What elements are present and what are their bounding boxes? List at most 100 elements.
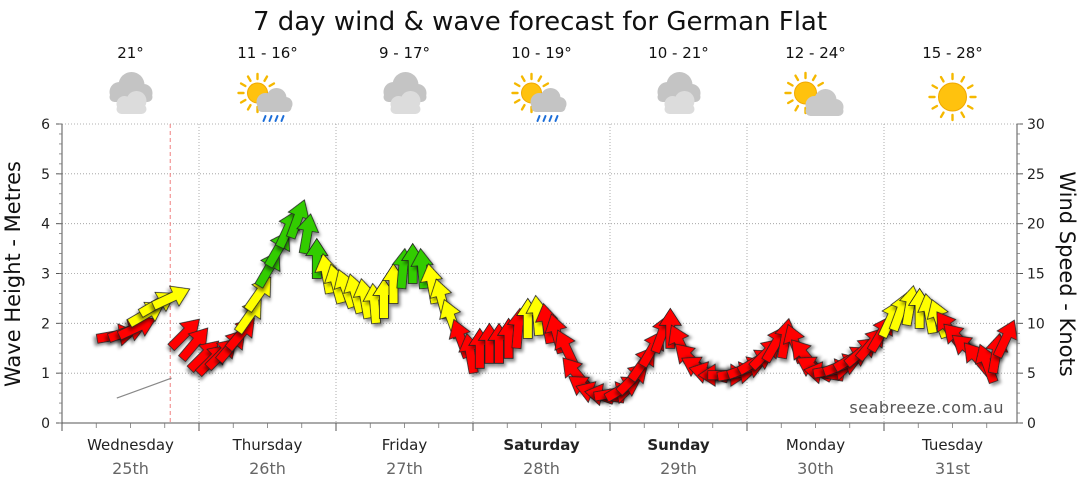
date-label: 29th	[660, 459, 697, 478]
right-axis-ticks: 0 5 10 15 20 25 30	[1017, 117, 1045, 432]
sun-ray	[966, 84, 974, 90]
sun-ray	[239, 98, 247, 104]
wave-series	[116, 377, 172, 399]
right-tick-label: 30	[1027, 117, 1045, 133]
sun-ray	[542, 82, 550, 88]
sun-ray	[794, 74, 800, 82]
wind-series	[95, 199, 1018, 407]
rain-drop	[548, 115, 553, 122]
cloud-shape	[530, 88, 567, 112]
day-label: Tuesday	[921, 436, 983, 454]
right-axis-title: Wind Speed - Knots	[1055, 171, 1079, 376]
date-label: 25th	[112, 459, 149, 478]
right-tick-label: 5	[1027, 366, 1036, 382]
sun-ray	[268, 82, 276, 88]
day-label: Saturday	[503, 436, 580, 454]
day-label: Monday	[786, 436, 845, 454]
wind-arrow	[151, 285, 191, 311]
partly-sunny-icon	[784, 71, 844, 116]
temperature-label: 12 - 24°	[785, 44, 846, 62]
wind-arrow	[658, 307, 683, 349]
temperature-label: 10 - 19°	[511, 44, 572, 62]
cloud-shape-front	[664, 91, 695, 114]
cloud-shape-front	[390, 91, 421, 114]
wind-arrow-shape	[151, 285, 191, 311]
sun-ray	[931, 84, 939, 90]
sun-ray	[520, 75, 526, 83]
rain-drop	[536, 115, 541, 122]
wind-arrow-shape	[296, 213, 320, 255]
right-tick-label: 20	[1027, 217, 1045, 233]
temperature-label: 11 - 16°	[237, 44, 298, 62]
wind-arrow-shape	[658, 307, 683, 349]
sun-ray	[786, 99, 794, 105]
rain-drop	[274, 115, 279, 122]
sun-ray	[817, 81, 825, 87]
cloud-base	[257, 103, 292, 112]
cloud-base	[531, 103, 566, 112]
rain-drop	[280, 115, 285, 122]
sun-ray	[263, 75, 269, 83]
date-label: 28th	[523, 459, 560, 478]
day-label: Thursday	[232, 436, 303, 454]
cloud-base	[116, 104, 147, 114]
sun-ray	[960, 111, 966, 119]
temperature-label: 9 - 17°	[379, 44, 430, 62]
left-tick-label: 4	[41, 217, 50, 233]
temperature-label: 15 - 28°	[922, 44, 983, 62]
left-tick-label: 0	[41, 416, 50, 432]
sun-ray	[246, 103, 252, 111]
wind-arrow	[296, 213, 320, 255]
left-axis-ticks: 0 1 2 3 4 5 6	[41, 117, 62, 432]
sun-ray	[513, 82, 521, 88]
sun-disc	[938, 82, 967, 112]
cloud-shape-front	[116, 91, 147, 114]
cloudy-icon	[109, 72, 153, 114]
left-tick-label: 2	[41, 316, 50, 332]
day-label: Sunday	[647, 436, 710, 454]
partly-sunny-rain-icon	[511, 72, 567, 122]
sun-ray	[246, 75, 252, 83]
right-tick-label: 15	[1027, 267, 1045, 283]
wind-arrow-shape	[305, 237, 329, 279]
rain-drops	[536, 115, 559, 122]
cloudy-icon	[383, 72, 427, 114]
sun-ray	[939, 75, 945, 83]
sun-shape	[928, 72, 977, 122]
left-tick-label: 1	[41, 366, 50, 382]
sun-ray	[794, 104, 800, 112]
rain-drop	[554, 115, 559, 122]
day-label: Wednesday	[87, 436, 174, 454]
left-tick-label: 3	[41, 267, 50, 283]
right-tick-label: 25	[1027, 167, 1045, 183]
left-axis-title: Wave Height - Metres	[1, 161, 25, 387]
cloud-shape	[256, 88, 293, 112]
temperature-label: 21°	[117, 44, 144, 62]
partly-sunny-rain-icon	[237, 72, 293, 122]
cloud-base	[664, 104, 695, 114]
temperature-label: 10 - 21°	[648, 44, 709, 62]
rain-drop	[542, 115, 547, 122]
wind-arrow	[305, 237, 329, 279]
x-axis-ticks: Wednesday 25th Thursday 26th Friday 27th Satur…	[61, 423, 988, 478]
chart-title: 7 day wind & wave forecast for German Fl…	[253, 7, 827, 37]
sun-ray	[520, 103, 526, 111]
sun-ray	[931, 104, 939, 110]
sun-ray	[939, 111, 945, 119]
sun-ray	[513, 98, 521, 104]
right-tick-label: 10	[1027, 316, 1045, 332]
rain-drop	[268, 115, 273, 122]
sunny-icon	[928, 72, 977, 122]
left-tick-label: 5	[41, 167, 50, 183]
right-tick-label: 0	[1027, 416, 1036, 432]
date-label: 27th	[386, 459, 423, 478]
wave-height-line	[116, 377, 172, 399]
plot-area	[62, 125, 1017, 423]
sun-ray	[786, 81, 794, 87]
wind-arrow-shape	[992, 319, 1018, 359]
weather-row: 21° 11 - 16° 9 - 17° 10 - 19° 10 - 21° 12 - 2…	[109, 44, 983, 122]
rain-drops	[262, 115, 285, 122]
day-label: Friday	[382, 436, 428, 454]
sun-ray	[966, 104, 974, 110]
